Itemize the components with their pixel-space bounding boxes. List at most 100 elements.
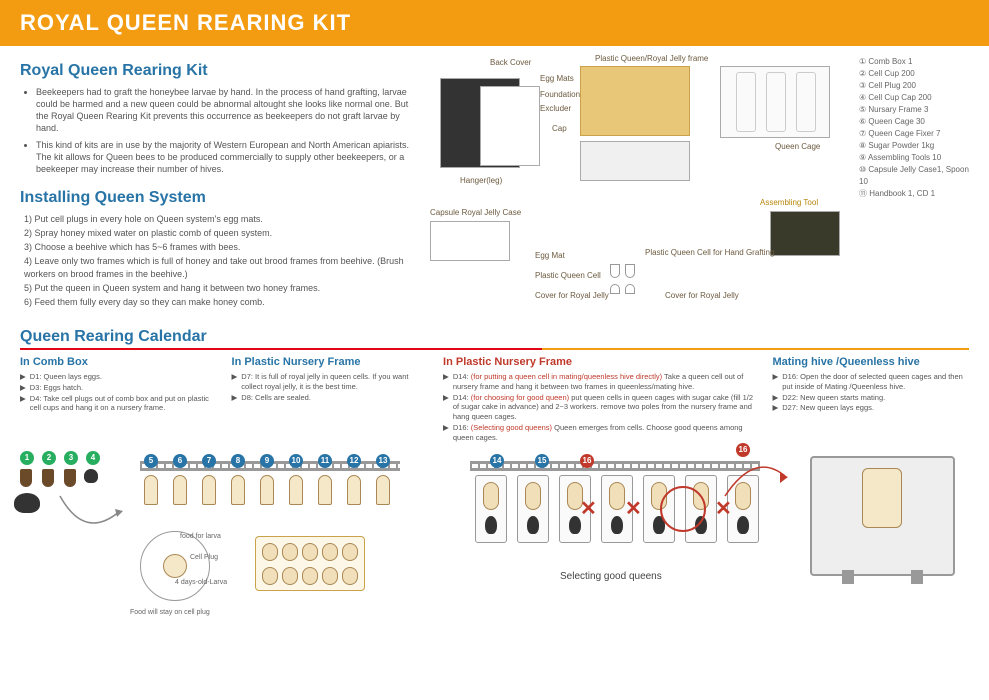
calendar-row: In Comb Box ▶D1: Queen lays eggs.▶D3: Eg… — [20, 356, 969, 443]
install-step: 3) Choose a beehive which has 5~6 frames… — [24, 241, 410, 253]
install-title: Installing Queen System — [20, 189, 410, 207]
contents-item: ⑧ Sugar Powder 1kg — [859, 140, 969, 152]
contents-item: ⑦ Queen Cage Fixer 7 — [859, 128, 969, 140]
queen-cell-icon — [173, 475, 187, 505]
frame-shape — [580, 66, 690, 136]
hive-box — [810, 456, 955, 576]
intro-title: Royal Queen Rearing Kit — [20, 62, 410, 80]
queen-cell-icon — [202, 475, 216, 505]
cover-icon — [625, 284, 635, 294]
cup-icon — [610, 264, 620, 278]
accent-rule — [20, 348, 969, 350]
label-plastic-cell: Plastic Queen Cell — [535, 271, 601, 280]
bee-icon — [84, 469, 98, 483]
cal-col-2: In Plastic Nursery Frame ▶D7: It is full… — [232, 356, 429, 443]
calendar-title: Queen Rearing Calendar — [20, 328, 969, 346]
queen-cell-icon — [347, 475, 361, 505]
day-chip: 2 — [42, 451, 56, 465]
contents-item: ① Comb Box 1 — [859, 56, 969, 68]
queen-cage-shape — [720, 66, 830, 138]
arrow-icon — [720, 451, 790, 501]
day-chip: 1 — [20, 451, 34, 465]
contents-item: ③ Cell Plug 200 — [859, 80, 969, 92]
contents-item: ⑤ Nursary Frame 3 — [859, 104, 969, 116]
queen-cell-icon — [231, 475, 245, 505]
cell-tray — [255, 536, 365, 591]
cal-item: ▶D22: New queen starts mating. — [772, 393, 969, 403]
cal-item: ▶D4: Take cell plugs out of comb box and… — [20, 394, 217, 414]
capsule-case-shape — [430, 221, 510, 261]
cal-body: ▶D7: It is full of royal jelly in queen … — [232, 372, 429, 402]
queen-cell-icon — [376, 475, 390, 505]
cal-item: ▶D14: (for choosing for good queen) put … — [443, 393, 757, 422]
cal-body: ▶D16: Open the door of selected queen ca… — [772, 372, 969, 413]
top-row: Royal Queen Rearing Kit Beekeepers had t… — [20, 56, 969, 316]
intro-bullets: Beekeepers had to graft the honeybee lar… — [20, 86, 410, 175]
cal-col-3: In Plastic Nursery Frame ▶D14: (for putt… — [443, 356, 757, 443]
page-header: ROYAL QUEEN REARING KIT — [0, 0, 989, 46]
queen-icon — [14, 493, 40, 513]
contents-item: ⑪ Handbook 1, CD 1 — [859, 188, 969, 200]
reject-x-icon: ✕ — [580, 496, 597, 521]
content-area: Royal Queen Rearing Kit Beekeepers had t… — [0, 46, 989, 641]
label-food-larva: food for larva — [180, 533, 221, 540]
detail-circle — [140, 531, 210, 601]
intro-bullet: Beekeepers had to graft the honeybee lar… — [36, 86, 410, 135]
install-steps: 1) Put cell plugs in every hole on Queen… — [20, 213, 410, 308]
install-step: 1) Put cell plugs in every hole on Queen… — [24, 213, 410, 225]
cover-icon — [610, 284, 620, 294]
cal-item: ▶D3: Eggs hatch. — [20, 383, 217, 393]
queen-cage-icon — [517, 475, 549, 543]
cal-body: ▶D14: (for putting a queen cell in matin… — [443, 372, 757, 442]
contents-item: ④ Cell Cup Cap 200 — [859, 92, 969, 104]
label-plastic-cell-hand: Plastic Queen Cell for Hand Grafting — [645, 248, 774, 257]
tray-shape — [580, 141, 690, 181]
cal-item: ▶D1: Queen lays eggs. — [20, 372, 217, 382]
label-egg-mat: Egg Mat — [535, 251, 565, 260]
label-cell-plug: Cell Plug — [190, 554, 218, 561]
intro-bullet: This kind of kits are in use by the majo… — [36, 139, 410, 175]
day-chip: 3 — [64, 451, 78, 465]
cal-item: ▶D8: Cells are sealed. — [232, 393, 429, 403]
contents-item: ② Cell Cup 200 — [859, 68, 969, 80]
cal-body: ▶D1: Queen lays eggs.▶D3: Eggs hatch.▶D4… — [20, 372, 217, 413]
excluder-shape — [480, 86, 540, 166]
day-chip: 4 — [86, 451, 100, 465]
left-column: Royal Queen Rearing Kit Beekeepers had t… — [20, 56, 410, 316]
label-egg-mats: Egg Mats — [540, 74, 574, 83]
label-four-days: 4 days-old-Larva — [175, 579, 227, 586]
cal-col-4: Mating hive /Queenless hive ▶D16: Open t… — [772, 356, 969, 443]
label-cover-rj: Cover for Royal Jelly — [535, 291, 609, 300]
install-step: 2) Spray honey mixed water on plastic co… — [24, 227, 410, 239]
label-back-cover: Back Cover — [490, 58, 531, 67]
install-step: 5) Put the queen in Queen system and han… — [24, 282, 410, 294]
assembling-tool-shape — [770, 211, 840, 256]
cal-item: ▶D16: Open the door of selected queen ca… — [772, 372, 969, 392]
label-excluder: Excluder — [540, 104, 571, 113]
label-cover-rj2: Cover for Royal Jelly — [665, 291, 739, 300]
cal-item: ▶D27: New queen lays eggs. — [772, 403, 969, 413]
reject-x-icon: ✕ — [625, 496, 642, 521]
cal-item: ▶D14: (for putting a queen cell in matin… — [443, 372, 757, 392]
label-assembling: Assembling Tool — [760, 198, 818, 207]
contents-list: ① Comb Box 1 ② Cell Cup 200 ③ Cell Plug … — [859, 56, 969, 200]
label-food-stay: Food will stay on cell plug — [130, 609, 210, 616]
queen-cell-icon — [318, 475, 332, 505]
cal-col-1: In Comb Box ▶D1: Queen lays eggs.▶D3: Eg… — [20, 356, 217, 443]
contents-item: ⑩ Capsule Jelly Case1, Spoon 10 — [859, 164, 969, 188]
cup-icon — [625, 264, 635, 278]
install-step: 6) Feed them fully every day so they can… — [24, 296, 410, 308]
nursery-rail-2 — [470, 461, 760, 471]
cal-head: Mating hive /Queenless hive — [772, 356, 969, 368]
selecting-caption: Selecting good queens — [560, 571, 662, 582]
kit-diagram: ① Comb Box 1 ② Cell Cup 200 ③ Cell Plug … — [430, 56, 969, 316]
cal-head: In Comb Box — [20, 356, 217, 368]
page-title: ROYAL QUEEN REARING KIT — [20, 10, 351, 35]
right-column: ① Comb Box 1 ② Cell Cup 200 ③ Cell Plug … — [430, 56, 969, 316]
label-capsule: Capsule Royal Jelly Case — [430, 208, 521, 217]
cal-head: In Plastic Nursery Frame — [232, 356, 429, 368]
queen-cage-icon — [475, 475, 507, 543]
contents-item: ⑨ Assembling Tools 10 — [859, 152, 969, 164]
cal-item: ▶D16: (Selecting good queens) Queen emer… — [443, 423, 757, 443]
install-step: 4) Leave only two frames which is full o… — [24, 255, 410, 279]
